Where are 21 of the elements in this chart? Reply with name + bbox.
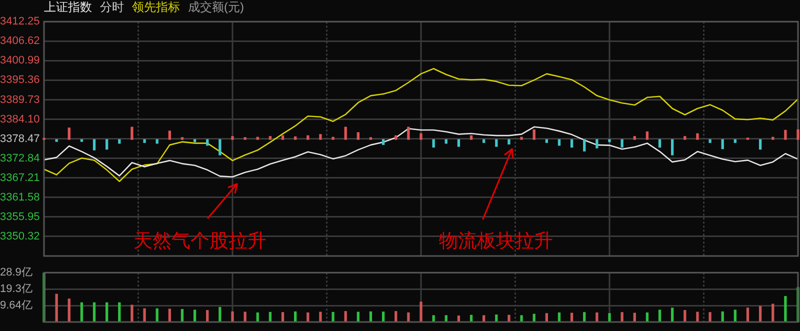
- y-tick-label: 9.64亿: [0, 300, 32, 312]
- y-tick-label: 3350.32: [0, 230, 40, 242]
- y-tick-label: 28.9亿: [0, 266, 32, 279]
- y-tick-label: 3406.62: [0, 35, 40, 48]
- y-tick-label: 3361.58: [0, 191, 40, 204]
- y-tick-label: 3367.21: [0, 172, 40, 184]
- chart-subtitle: 分时: [100, 0, 124, 14]
- y-tick-label: 3400.99: [0, 54, 40, 67]
- text: 成交额(元): [188, 0, 244, 14]
- y-tick-label: 3372.84: [0, 152, 40, 164]
- y-tick-label: 3378.47: [0, 132, 40, 145]
- y-tick-label: 3389.73: [0, 94, 40, 106]
- text: 上证指数: [44, 0, 92, 14]
- text: 领先指标: [132, 0, 180, 14]
- y-tick-label: 3384.10: [0, 113, 40, 126]
- y-tick-label: 3395.36: [0, 74, 40, 86]
- y-tick-label: 19.3亿: [0, 283, 32, 296]
- annotation: 物流板块拉升: [438, 230, 554, 254]
- y-tick-label: 3355.95: [0, 210, 40, 223]
- y-tick-label: 3412.25: [0, 16, 40, 28]
- annotation: 天然气个股拉升: [132, 230, 268, 254]
